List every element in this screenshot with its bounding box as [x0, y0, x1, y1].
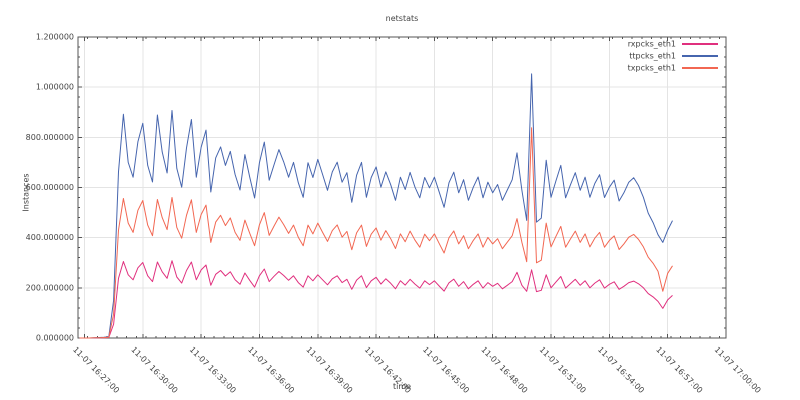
y-tick-label: 600.000000 — [26, 183, 74, 192]
x-tick-label: 11-07 16:39:00 — [304, 345, 354, 395]
legend-label-rxpcks_eth1: rxpcks_eth1 — [628, 40, 676, 49]
series-line-txpcks_eth1 — [79, 127, 673, 339]
series-line-rxpcks_eth1 — [79, 260, 673, 339]
x-tick-label: 11-07 16:36:00 — [246, 345, 296, 395]
y-tick-label: 400.000000 — [26, 233, 74, 242]
x-tick-label: 11-07 16:54:00 — [596, 345, 646, 395]
series-line-ttpcks_eth1 — [79, 73, 673, 339]
y-tick-label: 1.200000 — [36, 33, 74, 42]
y-tick-label: 200.000000 — [26, 283, 74, 292]
legend-label-txpcks_eth1: txpcks_eth1 — [628, 64, 676, 73]
x-tick-label: 11-07 16:51:00 — [538, 345, 588, 395]
legend-label-ttpcks_eth1: ttpcks_eth1 — [629, 52, 676, 61]
y-tick-label: 800.000000 — [26, 133, 74, 142]
x-tick-label: 11-07 16:30:00 — [129, 345, 179, 395]
x-axis-title: time — [392, 382, 412, 391]
x-tick-label: 11-07 16:33:00 — [188, 345, 238, 395]
x-tick-label: 11-07 16:27:00 — [71, 345, 121, 395]
x-tick-label: 11-07 16:45:00 — [421, 345, 471, 395]
x-tick-label: 11-07 16:48:00 — [479, 345, 529, 395]
y-tick-label: 1.000000 — [36, 83, 74, 92]
y-tick-label: 0.000000 — [36, 334, 74, 343]
x-tick-label: 11-07 17:00:00 — [713, 345, 763, 395]
x-tick-label: 11-07 16:42:00 — [363, 345, 413, 395]
x-tick-label: 11-07 16:57:00 — [654, 345, 704, 395]
chart-title: netstats — [385, 14, 419, 23]
